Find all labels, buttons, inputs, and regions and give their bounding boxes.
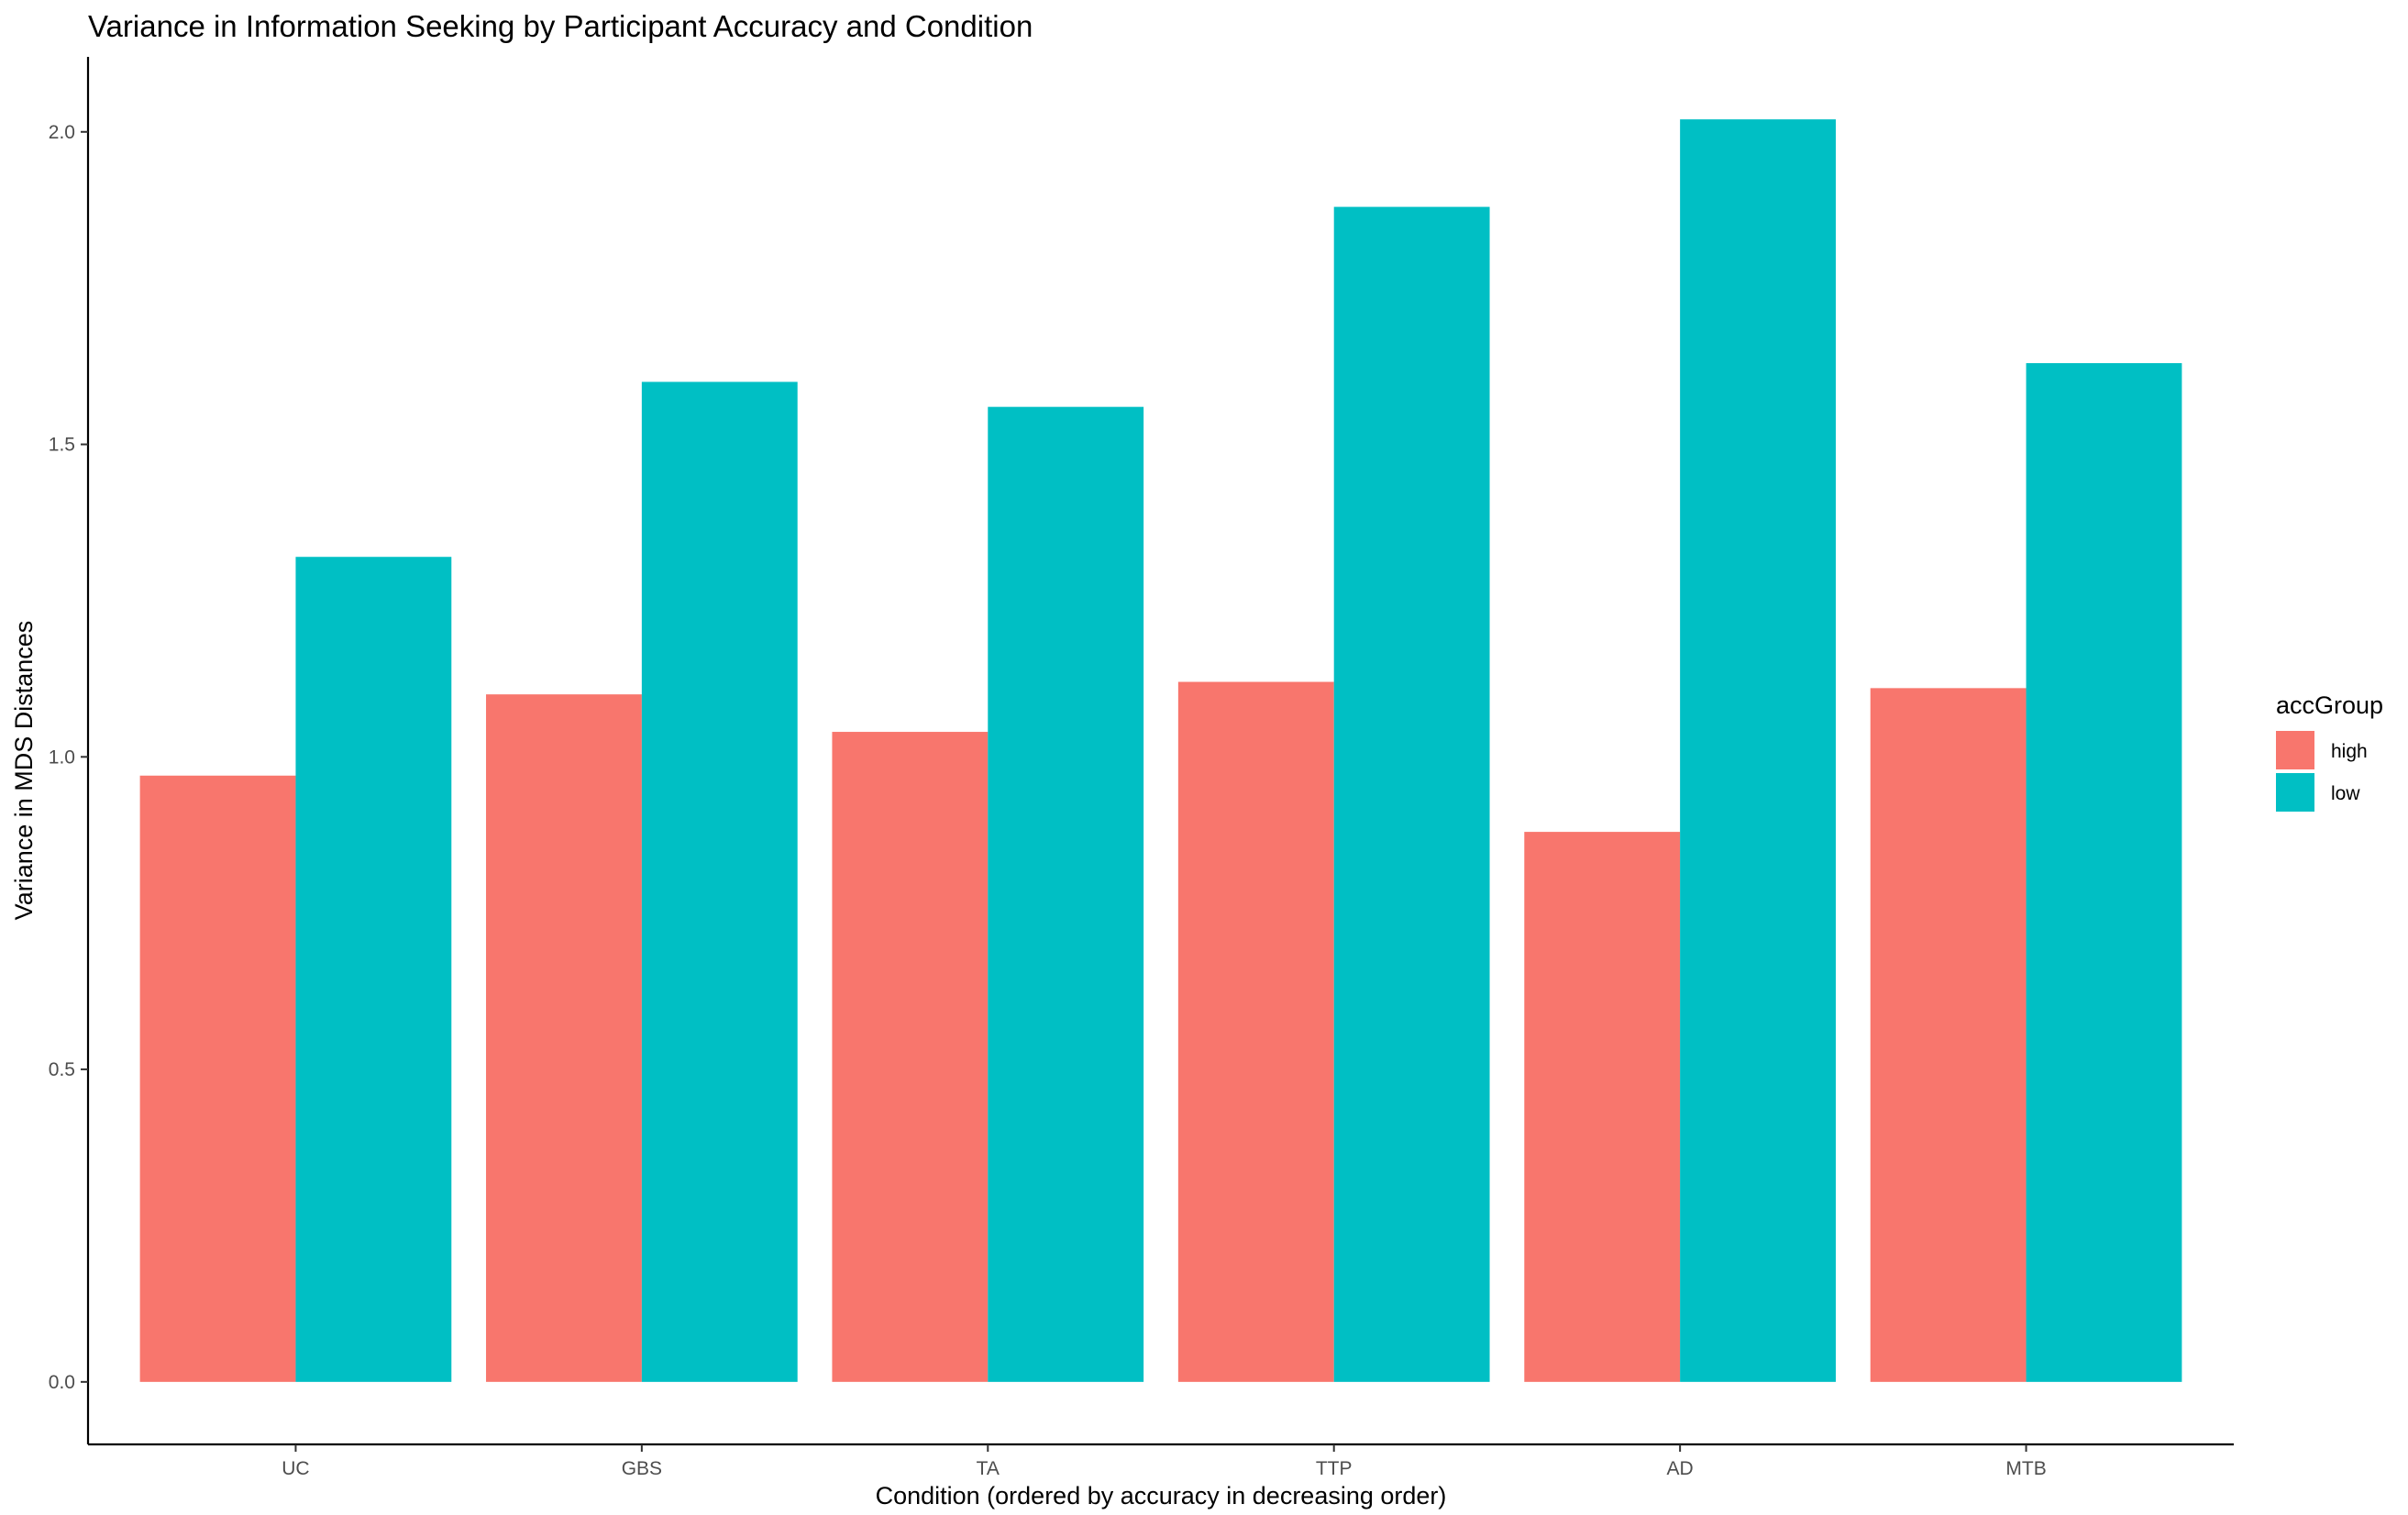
legend-entries: high low: [2276, 731, 2368, 812]
y-tick-label: 1.5: [49, 435, 75, 456]
bar-high-ta: [832, 732, 989, 1382]
y-axis-label: Variance in MDS Distances: [10, 621, 38, 921]
bar-high-uc: [139, 775, 296, 1382]
bar-high-gbs: [486, 694, 642, 1382]
y-ticks-layer: 0.0 0.5 1.0 1.5 2.0: [49, 122, 88, 1393]
legend-label-low: low: [2331, 783, 2360, 804]
bar-low-mtb: [2026, 362, 2182, 1382]
x-ticks-layer: UC GBS TA TTP AD MTB: [282, 1444, 2047, 1479]
legend-title: accGroup: [2276, 691, 2383, 719]
legend-label-high: high: [2331, 741, 2368, 762]
bars-layer: [139, 119, 2182, 1382]
legend-key-high: [2276, 731, 2314, 769]
x-tick-label-mtb: MTB: [2005, 1458, 2046, 1479]
x-axis-label: Condition (ordered by accuracy in decrea…: [876, 1482, 1447, 1509]
x-tick-label-uc: UC: [282, 1458, 309, 1479]
bar-low-ad: [1680, 119, 1836, 1382]
y-tick-label: 0.5: [49, 1059, 75, 1080]
y-tick-label: 1.0: [49, 746, 75, 768]
chart-title: Variance in Information Seeking by Parti…: [88, 9, 1033, 43]
bar-low-ta: [988, 406, 1144, 1382]
bar-low-gbs: [641, 382, 798, 1382]
x-tick-label-gbs: GBS: [622, 1458, 662, 1479]
bar-low-ttp: [1333, 206, 1490, 1382]
bar-high-ttp: [1177, 681, 1334, 1382]
bar-high-mtb: [1870, 688, 2027, 1382]
bar-low-uc: [295, 557, 452, 1382]
y-tick-label: 2.0: [49, 122, 75, 143]
legend-key-low: [2276, 773, 2314, 812]
x-tick-label-ta: TA: [977, 1458, 1000, 1479]
x-tick-label-ttp: TTP: [1316, 1458, 1353, 1479]
legend: accGroup high low: [2276, 691, 2383, 812]
y-tick-label: 0.0: [49, 1372, 75, 1393]
bar-high-ad: [1524, 832, 1681, 1382]
x-tick-label-ad: AD: [1667, 1458, 1694, 1479]
